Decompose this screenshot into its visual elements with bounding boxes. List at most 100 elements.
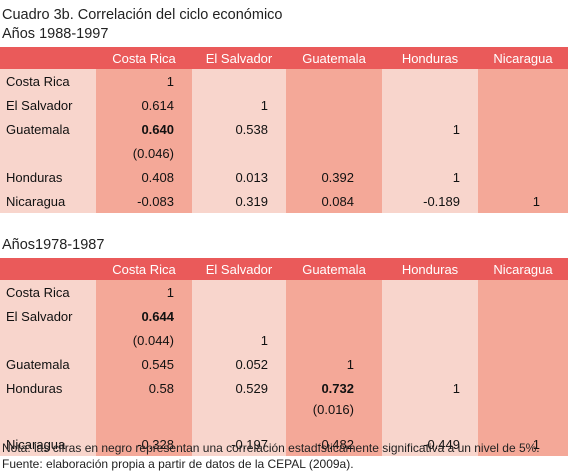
column-header: Costa Rica — [96, 47, 192, 69]
column-header: Nicaragua — [478, 47, 568, 69]
table-cell — [478, 141, 568, 165]
table-cell: -0.189 — [382, 189, 478, 213]
header-corner — [0, 258, 96, 280]
table2-subtitle: Años1978-1987 — [2, 237, 105, 253]
table-cell — [478, 117, 568, 141]
table-cell — [382, 328, 478, 352]
row-label — [0, 400, 96, 432]
row-label: El Salvador — [0, 304, 96, 328]
row-label: Honduras — [0, 165, 96, 189]
table-cell — [478, 352, 568, 376]
table-cell — [382, 93, 478, 117]
p-value-cell: (0.044) — [96, 328, 192, 352]
column-header: Guatemala — [286, 47, 382, 69]
table-cell: 0.538 — [192, 117, 286, 141]
column-header: Nicaragua — [478, 258, 568, 280]
table-row: Honduras 0.408 0.013 0.392 1 — [0, 165, 568, 189]
row-label: El Salvador — [0, 93, 96, 117]
table-cell: 0.529 — [192, 376, 286, 400]
table-cell: 0.013 — [192, 165, 286, 189]
table-cell: 0.58 — [96, 376, 192, 400]
table-row: Costa Rica 1 — [0, 69, 568, 93]
table-cell — [478, 400, 568, 432]
significant-cell: 0.732 — [286, 376, 382, 400]
table-row: (0.046) — [0, 141, 568, 165]
table-cell — [382, 141, 478, 165]
table-cell — [286, 280, 382, 304]
table-cell — [96, 400, 192, 432]
table-cell: 1 — [382, 376, 478, 400]
table-cell — [382, 304, 478, 328]
row-label: Guatemala — [0, 117, 96, 141]
table-row: Guatemala 0.640 0.538 1 — [0, 117, 568, 141]
table-cell: 1 — [96, 280, 192, 304]
table-cell: -0.328 — [96, 432, 192, 456]
table-row: Honduras 0.58 0.529 0.732 1 — [0, 376, 568, 400]
table-cell — [192, 69, 286, 93]
table-cell — [286, 93, 382, 117]
table-cell: 0.052 — [192, 352, 286, 376]
table-cell: 0.319 — [192, 189, 286, 213]
table-cell — [478, 93, 568, 117]
table-cell: 1 — [192, 93, 286, 117]
table1-subtitle: Años 1988-1997 — [2, 26, 109, 42]
table-cell — [286, 141, 382, 165]
table-cell: 0.392 — [286, 165, 382, 189]
row-label — [0, 328, 96, 352]
row-label: Costa Rica — [0, 280, 96, 304]
table-cell — [192, 400, 286, 432]
column-header: Honduras — [382, 47, 478, 69]
table-cell — [382, 352, 478, 376]
table-cell — [192, 141, 286, 165]
table-cell — [478, 304, 568, 328]
table-cell — [478, 376, 568, 400]
p-value-cell: (0.046) — [96, 141, 192, 165]
table-cell — [478, 165, 568, 189]
table-row: (0.044) 1 — [0, 328, 568, 352]
source-note: Fuente: elaboración propia a partir de d… — [2, 457, 354, 471]
table-row: Nicaragua -0.328 -0.197 -0.482 -0.449 1 — [0, 432, 568, 456]
header-corner — [0, 47, 96, 69]
row-label: Nicaragua — [0, 189, 96, 213]
table-cell: 1 — [478, 189, 568, 213]
table-cell: 0.545 — [96, 352, 192, 376]
table-cell: 1 — [286, 352, 382, 376]
table-cell: 1 — [382, 165, 478, 189]
row-label: Costa Rica — [0, 69, 96, 93]
table-row: (0.016) — [0, 400, 568, 432]
column-header: Guatemala — [286, 258, 382, 280]
table-cell — [382, 280, 478, 304]
table-cell — [286, 69, 382, 93]
table-row: El Salvador 0.644 — [0, 304, 568, 328]
table-cell: -0.083 — [96, 189, 192, 213]
table-row: El Salvador 0.614 1 — [0, 93, 568, 117]
table-row: Costa Rica 1 — [0, 280, 568, 304]
column-header: Costa Rica — [96, 258, 192, 280]
correlation-table-1978-1987: Costa Rica El Salvador Guatemala Hondura… — [0, 258, 568, 456]
correlation-table-1988-1997: Costa Rica El Salvador Guatemala Hondura… — [0, 47, 568, 213]
significant-cell: 0.640 — [96, 117, 192, 141]
column-header: El Salvador — [192, 258, 286, 280]
table-row: Guatemala 0.545 0.052 1 — [0, 352, 568, 376]
table-cell: -0.482 — [286, 432, 382, 456]
table-cell — [478, 328, 568, 352]
table-cell: 1 — [382, 117, 478, 141]
table-cell — [478, 69, 568, 93]
table-cell — [286, 117, 382, 141]
table-cell: 0.408 — [96, 165, 192, 189]
row-label: Honduras — [0, 376, 96, 400]
table-cell: 0.084 — [286, 189, 382, 213]
row-label: Guatemala — [0, 352, 96, 376]
table-cell: 0.614 — [96, 93, 192, 117]
column-header: El Salvador — [192, 47, 286, 69]
footnote: Nota: las cifras en negro representan un… — [2, 441, 540, 455]
row-label — [0, 141, 96, 165]
table-cell — [286, 328, 382, 352]
significant-cell: 0.644 — [96, 304, 192, 328]
table-cell: -0.197 — [192, 432, 286, 456]
table-cell: 1 — [192, 328, 286, 352]
table-row: Nicaragua -0.083 0.319 0.084 -0.189 1 — [0, 189, 568, 213]
table-cell: 1 — [478, 432, 568, 456]
table-cell — [192, 304, 286, 328]
table-cell — [382, 400, 478, 432]
